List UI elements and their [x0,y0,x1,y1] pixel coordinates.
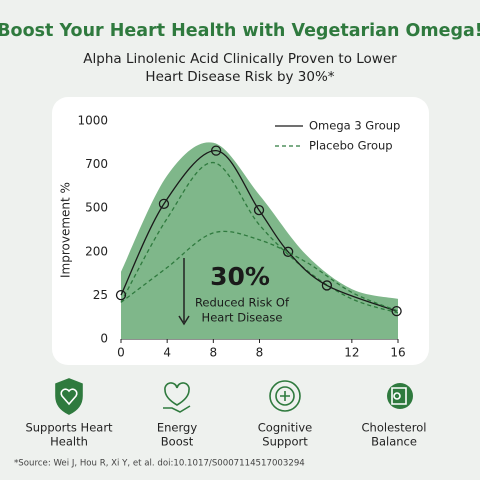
annotation-value: 30% [210,262,270,291]
y-tick-label: 1000 [77,114,108,128]
point [158,198,170,209]
annotation-text: Heart Disease [202,311,283,325]
legend-label: Placebo Group [309,139,393,153]
x-tick-label: 8 [256,346,264,360]
feature-label: Support [262,435,308,449]
feature-icon [55,378,413,415]
x-tick-label: 4 [163,346,171,360]
feature-label: Health [50,435,88,449]
point [321,280,333,291]
source: *Source: Wei J, Hou R, Xi Y, et al. doi:… [14,459,305,469]
feature-label: Supports Heart [25,421,113,435]
y-tick-label: 25 [93,288,108,302]
series-line [120,230,399,312]
arrow-head [178,315,190,326]
subtitle: Alpha Linolenic Acid Clinically Proven t… [83,51,397,67]
y-tick-label: 0 [100,332,108,346]
title: Boost Your Heart Health with Vegetarian … [0,21,480,41]
feature-label: Boost [161,435,194,449]
annotation-text: Reduced Risk Of [195,296,290,310]
y-tick-label: 200 [85,244,108,258]
series-line [120,161,399,314]
y-tick-label: 700 [85,157,108,171]
x-tick-label: 0 [117,346,125,360]
subtitle: Heart Disease Risk by 30%* [145,69,334,85]
x-tick-label: 12 [344,346,359,360]
point [282,246,294,257]
legend-label: Omega 3 Group [309,119,400,133]
x-tick-label: 8 [210,346,218,360]
feature-label: Energy [157,421,197,435]
y-tick-label: 500 [85,201,108,215]
plot: 0 25 200 500 700 1000 0 4 8 8 12 16 Omega 3 Group Pla… [77,114,405,360]
feature-label: Cognitive [258,421,312,435]
y-axis-label: Improvement % [59,182,73,278]
feature-label: Cholesterol [362,421,427,435]
x-tick-label: 16 [390,346,405,360]
point [115,290,127,301]
point [210,145,222,156]
point [253,204,265,216]
feature-label: Balance [371,435,417,449]
point [391,305,402,317]
series-line [120,149,397,312]
